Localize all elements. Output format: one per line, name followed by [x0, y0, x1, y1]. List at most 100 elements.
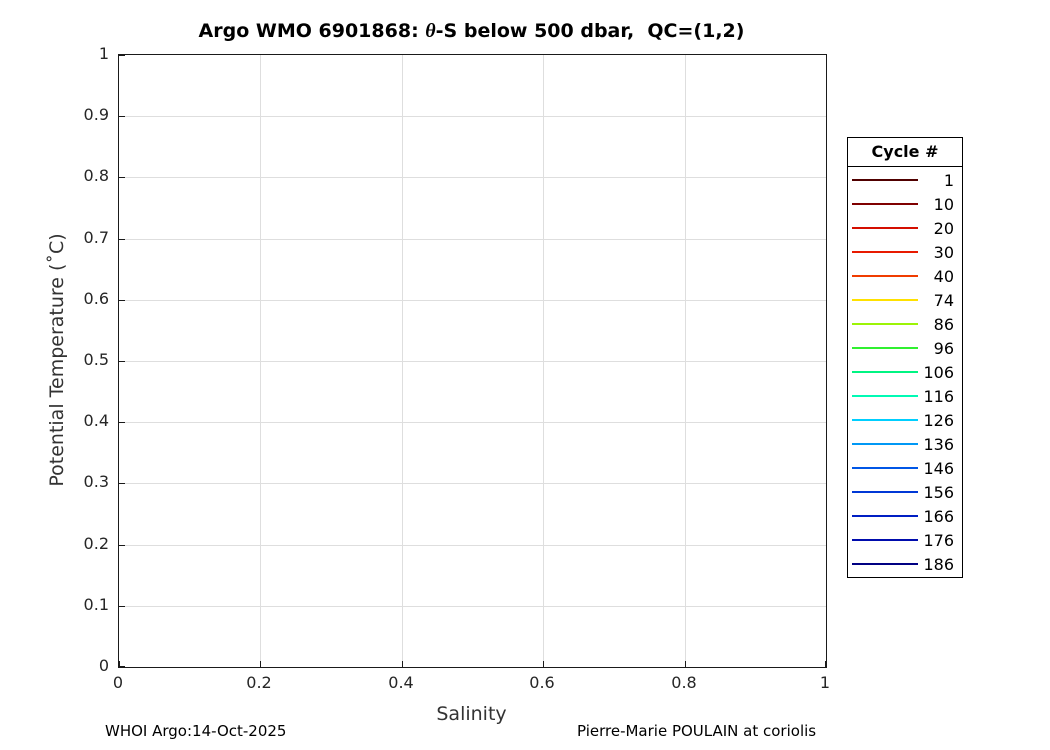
- x-tick-mark: [402, 661, 403, 667]
- legend-box: Cycle # 1 10 20 30 40 74 86 96 106 116 126 136 146 15…: [847, 137, 963, 578]
- legend-entry: 116: [848, 384, 962, 408]
- y-tick-mark: [119, 545, 125, 546]
- legend-line-sample: [852, 443, 918, 445]
- legend-entry-label: 186: [923, 554, 954, 574]
- legend-entry: 86: [848, 312, 962, 336]
- plot-area: [118, 54, 827, 668]
- legend-entry: 96: [848, 336, 962, 360]
- x-tick-label: 0.6: [529, 673, 555, 692]
- legend-entry: 156: [848, 480, 962, 504]
- chart-title-part1: Argo WMO 6901868:: [198, 20, 426, 42]
- legend-rows: 1 10 20 30 40 74 86 96 106 116 126 136 146 156 166 176 1…: [848, 167, 962, 577]
- legend-line-sample: [852, 419, 918, 421]
- legend-line-sample: [852, 347, 918, 349]
- legend-line-sample: [852, 563, 918, 565]
- y-tick-label: 0.6: [83, 289, 109, 308]
- legend-line-sample: [852, 179, 918, 181]
- legend-entry: 30: [848, 240, 962, 264]
- y-tick-mark: [119, 666, 125, 667]
- legend-line-sample: [852, 371, 918, 373]
- horizontal-gridline: [119, 177, 826, 178]
- legend-entry: 176: [848, 528, 962, 552]
- legend-entry: 20: [848, 216, 962, 240]
- legend-entry-label: 1: [943, 170, 954, 190]
- legend-entry-label: 116: [923, 386, 954, 406]
- x-axis-label: Salinity: [436, 703, 507, 725]
- y-tick-mark: [119, 606, 125, 607]
- horizontal-gridline: [119, 422, 826, 423]
- y-tick-label: 0.9: [83, 105, 109, 124]
- y-tick-label: 0: [98, 656, 109, 675]
- horizontal-gridline: [119, 606, 826, 607]
- chart-title: Argo WMO 6901868: θ-S below 500 dbar, QC…: [118, 20, 825, 43]
- y-tick-mark: [119, 300, 125, 301]
- y-tick-label: 0.7: [83, 228, 109, 247]
- legend-entry-label: 96: [933, 338, 954, 358]
- legend-entry: 10: [848, 192, 962, 216]
- x-tick-mark: [119, 661, 120, 667]
- legend-entry-label: 156: [923, 482, 954, 502]
- legend-entry-label: 40: [933, 266, 954, 286]
- x-tick-mark: [543, 661, 544, 667]
- legend-entry-label: 106: [923, 362, 954, 382]
- legend-line-sample: [852, 395, 918, 397]
- x-tick-mark: [685, 661, 686, 667]
- legend-entry: 146: [848, 456, 962, 480]
- legend-entry-label: 176: [923, 530, 954, 550]
- y-axis-label: Potential Temperature (˚C): [46, 233, 68, 487]
- x-tick-label: 0.2: [246, 673, 272, 692]
- footer-source-date: WHOI Argo:14-Oct-2025: [105, 722, 287, 740]
- legend-entry-label: 86: [933, 314, 954, 334]
- legend-entry-label: 10: [933, 194, 954, 214]
- legend-entry: 126: [848, 408, 962, 432]
- horizontal-gridline: [119, 239, 826, 240]
- legend-entry-label: 74: [933, 290, 954, 310]
- x-tick-label: 0: [112, 673, 124, 692]
- y-tick-mark: [119, 483, 125, 484]
- x-tick-mark: [825, 661, 826, 667]
- y-tick-mark: [119, 177, 125, 178]
- x-tick-label: 0.4: [388, 673, 414, 692]
- y-tick-mark: [119, 361, 125, 362]
- y-tick-mark: [119, 116, 125, 117]
- legend-entry-label: 166: [923, 506, 954, 526]
- x-tick-label: 1: [819, 673, 831, 692]
- y-tick-label: 0.1: [83, 595, 109, 614]
- horizontal-gridline: [119, 545, 826, 546]
- legend-entry: 186: [848, 552, 962, 576]
- x-tick-mark: [260, 661, 261, 667]
- y-tick-label: 0.5: [83, 350, 109, 369]
- y-tick-label: 0.8: [83, 166, 109, 185]
- x-tick-label: 0.8: [671, 673, 697, 692]
- x-tick-labels: 0 0.2 0.4 0.6 0.8 1: [113, 673, 830, 695]
- legend-line-sample: [852, 539, 918, 541]
- horizontal-gridline: [119, 300, 826, 301]
- legend-entry: 106: [848, 360, 962, 384]
- legend-line-sample: [852, 323, 918, 325]
- legend-line-sample: [852, 251, 918, 253]
- legend-entry: 40: [848, 264, 962, 288]
- chart-title-part2: -S below 500 dbar, QC=(1,2): [435, 20, 745, 42]
- legend-line-sample: [852, 299, 918, 301]
- legend-line-sample: [852, 203, 918, 205]
- legend-entry-label: 126: [923, 410, 954, 430]
- y-tick-labels: 0 0.1 0.2 0.3 0.4 0.5 0.6 0.7 0.8 0.9 1: [0, 44, 118, 675]
- footer-credit: Pierre-Marie POULAIN at coriolis: [577, 722, 817, 740]
- y-tick-mark: [119, 422, 125, 423]
- legend-entry-label: 30: [933, 242, 954, 262]
- legend-line-sample: [852, 275, 918, 277]
- horizontal-gridline: [119, 361, 826, 362]
- y-tick-label: 1: [98, 44, 109, 63]
- y-tick-label: 0.2: [83, 534, 109, 553]
- horizontal-gridline: [119, 483, 826, 484]
- legend-line-sample: [852, 491, 918, 493]
- legend-entry: 166: [848, 504, 962, 528]
- y-tick-label: 0.3: [83, 472, 109, 491]
- y-tick-mark: [119, 55, 125, 56]
- legend-entry-label: 136: [923, 434, 954, 454]
- legend-entry-label: 146: [923, 458, 954, 478]
- legend-line-sample: [852, 227, 918, 229]
- legend-entry: 74: [848, 288, 962, 312]
- y-tick-label: 0.4: [83, 411, 109, 430]
